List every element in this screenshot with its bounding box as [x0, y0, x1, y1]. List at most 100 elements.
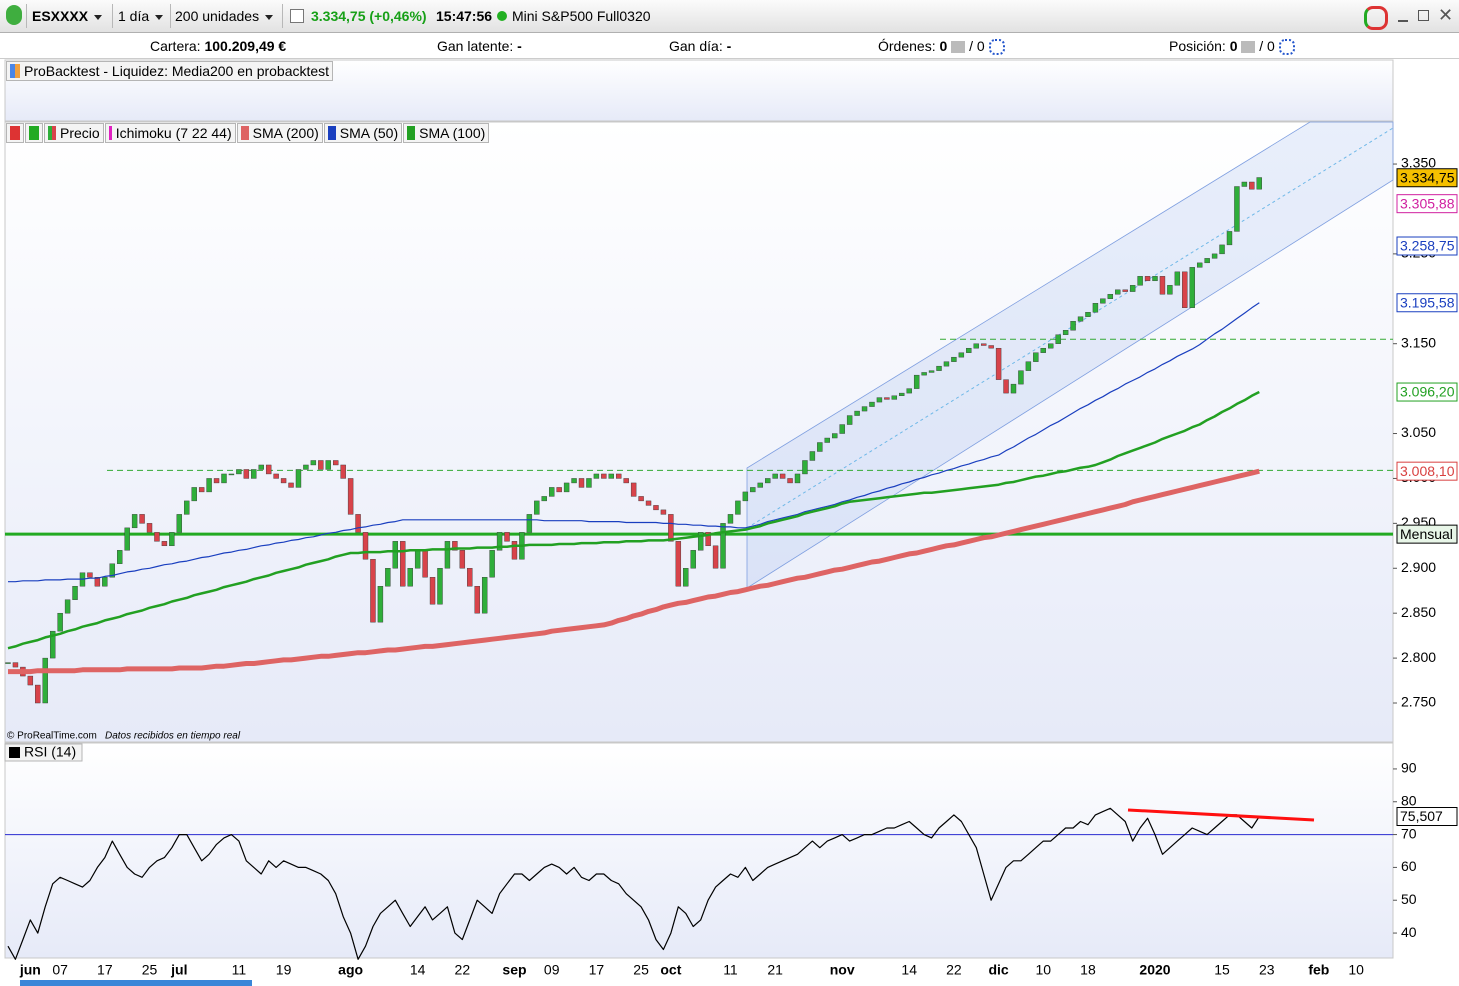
y-tick-label: 3.050 [1401, 424, 1436, 440]
candle [444, 541, 451, 569]
sma-line [8, 302, 1260, 583]
x-tick-label: 2020 [1139, 962, 1170, 978]
candle [414, 550, 421, 569]
candle [549, 487, 555, 497]
candle [221, 473, 227, 484]
candle [683, 568, 689, 587]
candle [400, 541, 406, 587]
candle [213, 478, 220, 484]
x-tick-label: dic [988, 962, 1008, 978]
candle [1196, 262, 1203, 268]
candle [906, 388, 912, 394]
quote: 3.334,75 (+0,46%) [311, 8, 427, 24]
candle [541, 496, 547, 502]
toolbar: ESXXXX 1 día 200 unidades 3.334,75 (+0,4… [0, 0, 1459, 33]
candle [1070, 321, 1076, 331]
candle [809, 451, 816, 461]
candle [869, 401, 875, 407]
y-tick-label: 3.350 [1401, 155, 1436, 171]
y-tick-label: 2.800 [1401, 649, 1436, 665]
candle [392, 541, 399, 569]
symbol-select[interactable]: ESXXXX [32, 8, 103, 24]
expand-button[interactable] [25, 123, 43, 143]
price-label: 3.258,75 [1400, 238, 1455, 254]
legend-item[interactable]: SMA (50) [323, 123, 403, 143]
candle [1018, 370, 1024, 385]
candle [988, 345, 994, 349]
x-tick-label: 18 [1080, 962, 1096, 978]
scrollbar[interactable] [20, 980, 252, 986]
candle [526, 514, 533, 533]
candle [481, 577, 488, 614]
legend-item[interactable]: Precio [44, 123, 104, 143]
x-tick-label: 09 [544, 962, 560, 978]
x-tick-label: 14 [410, 962, 426, 978]
sync-icon[interactable] [1364, 6, 1388, 30]
backtest-legend[interactable]: ProBacktest - Liquidez: Media200 en prob… [6, 61, 334, 81]
minimize[interactable] [1398, 20, 1408, 22]
candle [72, 586, 78, 600]
candle [1204, 258, 1210, 264]
collapse-button[interactable] [6, 123, 24, 143]
app-icon[interactable] [6, 5, 22, 25]
candle [362, 532, 369, 560]
candle [556, 487, 562, 493]
sma-line [7, 390, 1260, 650]
legend-item[interactable]: SMA (100) [403, 123, 490, 143]
candle [184, 500, 190, 515]
candle [198, 487, 205, 493]
instrument: Mini S&P500 Full0320 [512, 8, 651, 24]
close[interactable]: ✕ [1438, 5, 1454, 25]
y-tick-label: 2.900 [1401, 559, 1436, 575]
candle [720, 523, 726, 569]
candle [705, 532, 711, 547]
candle [1219, 244, 1225, 255]
candle [1144, 276, 1151, 282]
candle [146, 523, 153, 533]
candle [943, 361, 950, 367]
channel-midline [746, 127, 1394, 529]
candle [802, 460, 808, 475]
size-select[interactable]: 200 unidades [175, 8, 274, 24]
y-tick-label: 90 [1401, 760, 1417, 776]
y-tick-label: 2.850 [1401, 604, 1436, 620]
x-tick-label: ago [338, 962, 363, 978]
candle [675, 541, 682, 587]
x-tick-label: feb [1308, 962, 1329, 978]
candle [586, 478, 592, 488]
candle [951, 356, 957, 362]
candle [429, 577, 436, 605]
legend-item[interactable]: SMA (200) [236, 123, 323, 143]
candle [534, 500, 540, 515]
candle [1256, 177, 1262, 190]
price-label: 3.008,10 [1400, 463, 1455, 479]
price-label: 3.096,20 [1400, 384, 1455, 400]
x-tick-label: 23 [1259, 962, 1275, 978]
candle [1189, 267, 1195, 308]
x-tick-label: oct [660, 962, 681, 978]
maximize[interactable] [1418, 10, 1429, 21]
price-label: Mensual [1400, 526, 1453, 542]
candle [794, 473, 801, 484]
candle [1092, 303, 1099, 313]
price-label-box [1396, 236, 1458, 256]
info-icon[interactable] [290, 9, 304, 23]
price-label-box [1396, 461, 1458, 481]
price-panel [4, 121, 1394, 743]
legend-item[interactable]: Ichimoku (7 22 44) [104, 123, 236, 143]
sma-line [8, 468, 1260, 675]
candle [258, 464, 264, 470]
period-select[interactable]: 1 día [118, 8, 164, 24]
candle [928, 370, 935, 373]
candle [102, 577, 108, 587]
candle [1234, 186, 1240, 232]
candle [12, 662, 19, 668]
candle [1085, 312, 1091, 317]
candle [139, 514, 145, 524]
y-tick-label: 70 [1401, 825, 1417, 841]
candle [742, 491, 749, 502]
candle [1241, 181, 1248, 187]
price-label-box [1396, 524, 1458, 544]
candle [1062, 330, 1069, 335]
